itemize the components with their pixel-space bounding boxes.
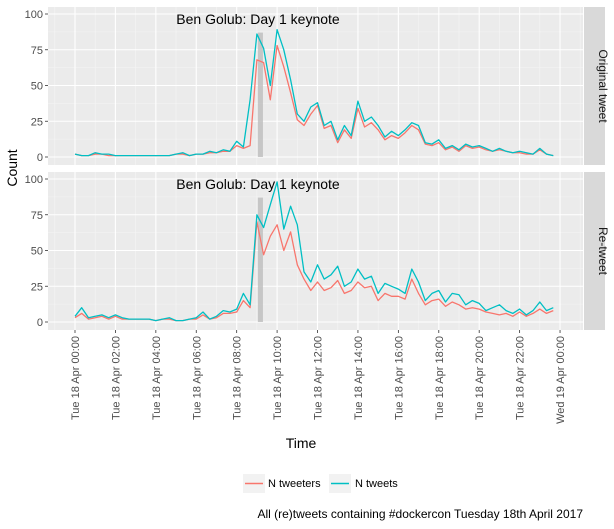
- x-tick-label: Tue 18 Apr 16:00: [393, 336, 405, 420]
- facet-panel: 0 25 50 75 100 Ben Golub: Day 1 keynote Origin…: [25, 7, 610, 165]
- y-tick-label: 0: [37, 317, 43, 329]
- x-tick-label: Tue 18 Apr 14:00: [353, 336, 365, 420]
- series-line-n-tweets: [74, 29, 554, 157]
- x-tick-label: Tue 18 Apr 06:00: [191, 336, 203, 420]
- y-tick-label: 25: [31, 281, 43, 293]
- x-tick-label: Tue 18 Apr 08:00: [232, 336, 244, 420]
- keynote-annotation: Ben Golub: Day 1 keynote: [176, 176, 340, 192]
- y-tick-label: 50: [31, 246, 43, 258]
- facet-strip: [584, 172, 605, 330]
- y-tick-label: 100: [25, 9, 43, 21]
- x-tick-label: Tue 18 Apr 22:00: [515, 336, 527, 420]
- legend-label-tweets: N tweets: [355, 478, 398, 490]
- keynote-band: [257, 197, 263, 322]
- y-tick-label: 75: [31, 45, 43, 57]
- facet-panel: 0 25 50 75 100 Ben Golub: Day 1 keynote Re-twe…: [25, 172, 610, 330]
- y-tick-label: 50: [31, 81, 43, 93]
- x-tick-label: Tue 18 Apr 20:00: [474, 336, 486, 420]
- facet-strip: [584, 7, 605, 165]
- series-line-n-tweets: [74, 181, 554, 322]
- y-axis-title: Count: [4, 149, 20, 186]
- keynote-annotation: Ben Golub: Day 1 keynote: [176, 11, 340, 27]
- facet-strip-label: Original tweet: [596, 49, 610, 123]
- x-tick-label: Wed 19 Apr 00:00: [555, 336, 567, 424]
- x-tick-label: Tue 18 Apr 00:00: [70, 336, 82, 420]
- legend-label-tweeters: N tweeters: [268, 478, 321, 490]
- x-tick-label: Tue 18 Apr 02:00: [110, 336, 122, 420]
- facet-strip-label: Re-tweet: [596, 227, 610, 276]
- legend: N tweeters N tweets: [243, 474, 398, 493]
- y-tick-label: 75: [31, 210, 43, 222]
- keynote-band: [257, 32, 263, 158]
- y-tick-label: 0: [37, 152, 43, 164]
- x-axis-title: Time: [286, 435, 317, 451]
- x-tick-label: Tue 18 Apr 04:00: [151, 336, 163, 420]
- x-tick-label: Tue 18 Apr 12:00: [313, 336, 325, 420]
- y-tick-label: 25: [31, 116, 43, 128]
- x-tick-label: Tue 18 Apr 18:00: [434, 336, 446, 420]
- caption: All (re)tweets containing #dockercon Tue…: [257, 507, 583, 521]
- x-tick-label: Tue 18 Apr 10:00: [272, 336, 284, 420]
- y-tick-label: 100: [25, 174, 43, 186]
